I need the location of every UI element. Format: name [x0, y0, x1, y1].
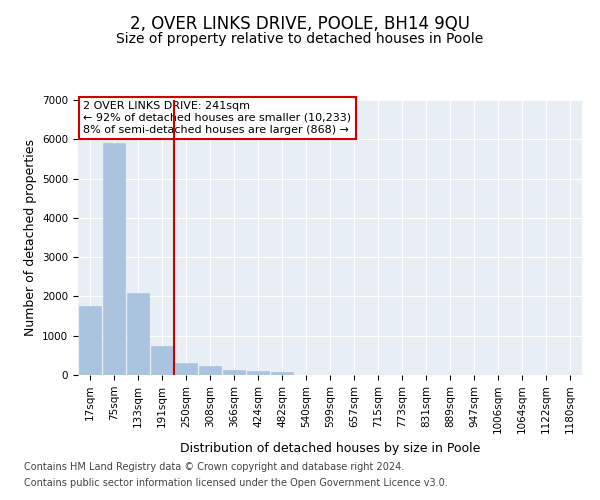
Bar [247, 370, 269, 375]
Text: 2 OVER LINKS DRIVE: 241sqm
← 92% of detached houses are smaller (10,233)
8% of s: 2 OVER LINKS DRIVE: 241sqm ← 92% of deta… [83, 102, 351, 134]
Bar [223, 370, 245, 375]
Bar [127, 292, 149, 375]
Bar [175, 363, 197, 375]
Bar [151, 346, 173, 375]
Y-axis label: Number of detached properties: Number of detached properties [23, 139, 37, 336]
Text: Size of property relative to detached houses in Poole: Size of property relative to detached ho… [116, 32, 484, 46]
Bar [103, 143, 125, 375]
Bar [199, 366, 221, 375]
Text: Contains public sector information licensed under the Open Government Licence v3: Contains public sector information licen… [24, 478, 448, 488]
Bar [79, 306, 101, 375]
Text: Contains HM Land Registry data © Crown copyright and database right 2024.: Contains HM Land Registry data © Crown c… [24, 462, 404, 472]
Text: 2, OVER LINKS DRIVE, POOLE, BH14 9QU: 2, OVER LINKS DRIVE, POOLE, BH14 9QU [130, 15, 470, 33]
X-axis label: Distribution of detached houses by size in Poole: Distribution of detached houses by size … [180, 442, 480, 455]
Bar [271, 372, 293, 375]
